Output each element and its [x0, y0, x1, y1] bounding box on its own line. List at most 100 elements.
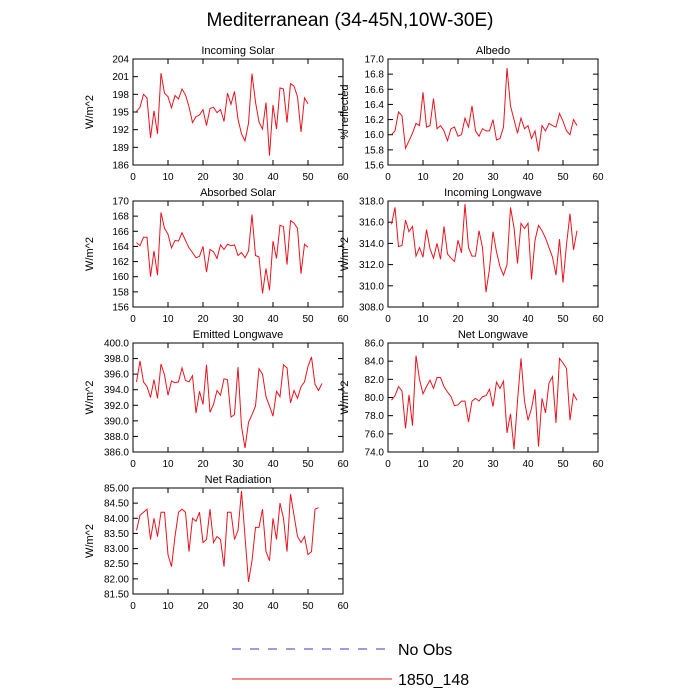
- x-tick-label: 60: [592, 459, 604, 470]
- x-tick-label: 30: [232, 601, 244, 612]
- x-tick-label: 30: [232, 314, 244, 325]
- y-tick-label: 80.0: [365, 393, 385, 404]
- y-tick-label: 84.00: [104, 514, 129, 525]
- x-tick-label: 50: [302, 601, 314, 612]
- x-tick-label: 60: [592, 314, 604, 325]
- series-line: [136, 212, 309, 294]
- y-tick-label: 74.0: [365, 448, 385, 459]
- plot-frame: [132, 487, 344, 595]
- panel-title: Net Longwave: [458, 329, 528, 341]
- panel-4: Incoming Longwave 0 10 20 30 40 50 60 308.0 310.0…: [339, 187, 604, 325]
- y-axis-label: W/m^2: [84, 95, 96, 129]
- panel-title: Incoming Longwave: [444, 187, 542, 199]
- x-tick-label: 10: [162, 172, 174, 183]
- legend-label-2: 1850_148: [398, 672, 469, 689]
- series-line: [391, 68, 578, 152]
- plot-frame: [387, 58, 599, 166]
- y-tick-label: 158: [112, 287, 129, 298]
- x-tick-label: 0: [130, 601, 136, 612]
- x-tick-label: 0: [130, 459, 136, 470]
- y-axis-label: W/m^2: [84, 381, 96, 415]
- x-tick-label: 50: [557, 314, 569, 325]
- y-tick-label: 388.0: [104, 432, 129, 443]
- x-tick-label: 40: [522, 314, 534, 325]
- x-tick-label: 50: [557, 459, 569, 470]
- y-tick-label: 85.00: [104, 484, 129, 495]
- x-tick-label: 60: [337, 459, 349, 470]
- y-axis-label: W/m^2: [84, 524, 96, 558]
- y-axis-label: % reflected: [339, 84, 351, 139]
- y-tick-label: 186: [112, 161, 129, 172]
- x-tick-label: 60: [337, 314, 349, 325]
- x-tick-label: 20: [197, 172, 209, 183]
- series-line: [391, 204, 578, 293]
- y-tick-label: 16.6: [365, 85, 385, 96]
- x-tick-label: 60: [337, 172, 349, 183]
- x-tick-label: 0: [385, 459, 391, 470]
- x-tick-label: 20: [452, 172, 464, 183]
- x-tick-label: 30: [487, 172, 499, 183]
- panel-3: Absorbed Solar 0 10 20 30 40 50 60 156 158 160 162 1…: [84, 187, 349, 325]
- y-tick-label: 84.50: [104, 499, 129, 510]
- panel-7: Net Radiation 0 10 20 30 40 50 60 81.50 82.00 82.5…: [84, 474, 349, 612]
- y-tick-label: 390.0: [104, 416, 129, 427]
- y-tick-label: 166: [112, 227, 129, 238]
- y-tick-label: 189: [112, 143, 129, 154]
- series-line: [391, 355, 578, 450]
- y-tick-label: 17.0: [365, 55, 385, 66]
- figure-title: Mediterranean (34-45N,10W-30E): [206, 10, 494, 31]
- y-tick-label: 83.00: [104, 544, 129, 555]
- y-tick-label: 16.0: [365, 130, 385, 141]
- y-tick-label: 16.8: [365, 70, 385, 81]
- x-tick-label: 10: [162, 314, 174, 325]
- panel-1: Incoming Solar 0 10 20 30 40 50 60 186 189 192 195 1…: [84, 45, 349, 183]
- x-tick-label: 40: [267, 601, 279, 612]
- y-axis-label: W/m^2: [339, 381, 351, 415]
- plot-frame: [132, 58, 344, 166]
- y-tick-label: 392.0: [104, 401, 129, 412]
- x-tick-label: 30: [487, 314, 499, 325]
- y-tick-label: 76.0: [365, 429, 385, 440]
- y-tick-label: 316.0: [359, 218, 384, 229]
- panel-title: Net Radiation: [205, 474, 272, 486]
- x-tick-label: 60: [337, 601, 349, 612]
- y-tick-label: 82.00: [104, 574, 129, 585]
- panel-title: Absorbed Solar: [200, 187, 276, 199]
- plot-frame: [387, 200, 599, 308]
- x-tick-label: 50: [557, 172, 569, 183]
- series-line: [136, 73, 309, 156]
- x-tick-label: 60: [592, 172, 604, 183]
- panel-2: Albedo 0 10 20 30 40 50 60 15.6 15.8 16.0 16.2 16.4 1…: [339, 45, 604, 183]
- panel-title: Incoming Solar: [201, 45, 275, 57]
- x-tick-label: 0: [385, 172, 391, 183]
- y-tick-label: 162: [112, 257, 129, 268]
- x-tick-label: 10: [417, 314, 429, 325]
- x-tick-label: 30: [232, 459, 244, 470]
- y-axis-label: W/m^2: [339, 237, 351, 271]
- y-tick-label: 15.6: [365, 161, 385, 172]
- y-tick-label: 394.0: [104, 385, 129, 396]
- x-tick-label: 40: [522, 172, 534, 183]
- y-tick-label: 400.0: [104, 339, 129, 350]
- x-tick-label: 20: [197, 314, 209, 325]
- y-tick-label: 318.0: [359, 197, 384, 208]
- x-tick-label: 50: [302, 172, 314, 183]
- y-tick-label: 84.0: [365, 357, 385, 368]
- x-tick-label: 20: [197, 459, 209, 470]
- x-tick-label: 20: [197, 601, 209, 612]
- y-tick-label: 83.50: [104, 529, 129, 540]
- panel-title: Albedo: [476, 45, 510, 57]
- legend-label-1: No Obs: [398, 642, 452, 659]
- y-tick-label: 156: [112, 303, 129, 314]
- y-tick-label: 314.0: [359, 239, 384, 250]
- x-tick-label: 10: [162, 601, 174, 612]
- x-tick-label: 50: [302, 459, 314, 470]
- x-tick-label: 0: [385, 314, 391, 325]
- x-tick-label: 30: [487, 459, 499, 470]
- panel-5: Emitted Longwave 0 10 20 30 40 50 60 386.0 388.0 3…: [84, 329, 349, 470]
- y-tick-label: 308.0: [359, 303, 384, 314]
- y-tick-label: 192: [112, 125, 129, 136]
- x-tick-label: 20: [452, 314, 464, 325]
- x-tick-label: 40: [267, 172, 279, 183]
- panel-6: Net Longwave 0 10 20 30 40 50 60 74.0 76.0 78.0 80.…: [339, 329, 604, 470]
